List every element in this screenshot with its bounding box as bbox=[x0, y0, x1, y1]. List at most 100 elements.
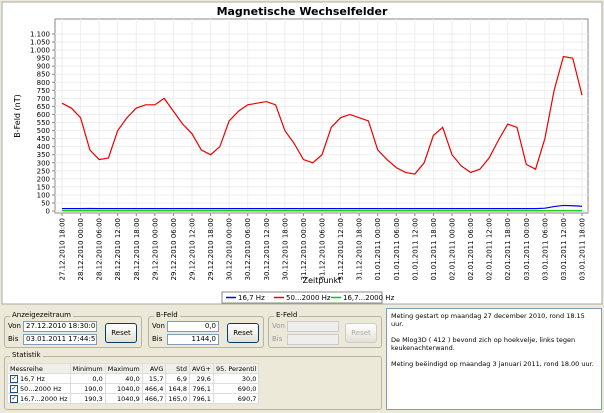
label: Von bbox=[152, 322, 165, 330]
reset-button[interactable]: Reset bbox=[227, 323, 259, 343]
x-tick-label: 28.12.2010 18:00 bbox=[133, 218, 141, 280]
x-tick-label: 30.12.2010 12:00 bbox=[263, 218, 271, 280]
cell-text: 0,0 bbox=[92, 374, 103, 383]
x-tick-label: 02.01.2011 18:00 bbox=[504, 218, 512, 280]
group-title: B-Feld bbox=[154, 311, 180, 319]
bis-input[interactable]: 1144,0 bbox=[167, 334, 219, 345]
zeitraum-group: Anzeigezeitraum Von 27.12.2010 18:30:01 … bbox=[4, 311, 142, 348]
y-tick-label: 50 bbox=[41, 200, 50, 208]
x-tick-label: 30.12.2010 00:00 bbox=[226, 218, 234, 280]
x-tick-label: 03.01.2011 06:00 bbox=[541, 218, 549, 280]
label: Bis bbox=[8, 335, 19, 343]
checkbox[interactable]: ✓ bbox=[10, 384, 18, 393]
table-cell: 30,0 bbox=[212, 373, 260, 384]
x-tick-label: 29.12.2010 12:00 bbox=[189, 218, 197, 280]
x-tick-label: 31.12.2010 00:00 bbox=[300, 218, 308, 280]
y-tick-label: 1.100 bbox=[30, 30, 50, 38]
notes-box[interactable]: Meting gestart op maandag 27 december 20… bbox=[386, 308, 602, 410]
table-cell: 796,1 bbox=[188, 383, 214, 394]
table-row: ✓ 16,7...2000 Hz 190,3 1040,9 466,7 165,0 796,… bbox=[7, 393, 260, 404]
bis-input[interactable]: 03.01.2011 17:44:57 bbox=[23, 334, 97, 345]
y-tick-label: 900 bbox=[37, 63, 50, 71]
x-tick-label: 03.01.2011 18:00 bbox=[579, 218, 587, 280]
group-title: Statistik bbox=[10, 351, 43, 359]
label: Bis bbox=[272, 335, 283, 343]
cell-text: 466,7 bbox=[144, 394, 164, 403]
cell-text: 1040,0 bbox=[117, 384, 140, 393]
table-cell: 190,3 bbox=[69, 393, 106, 404]
column-header: 95. Perzentil bbox=[212, 363, 260, 374]
table-cell: 466,4 bbox=[141, 383, 167, 394]
y-tick-label: 800 bbox=[37, 79, 50, 87]
legend-label: 16,7 Hz bbox=[238, 294, 265, 302]
cell-text: 796,1 bbox=[192, 384, 211, 393]
x-tick-label: 30.12.2010 06:00 bbox=[244, 218, 252, 280]
legend: 16,7 Hz 50...2000 Hz 16,7...2000 Hz bbox=[221, 291, 395, 304]
column-header: Messreihe bbox=[7, 363, 71, 374]
von-input bbox=[287, 321, 339, 332]
table-cell: 1040,9 bbox=[104, 393, 143, 404]
checkbox[interactable]: ✓ bbox=[10, 374, 18, 383]
x-tick-label: 03.01.2011 00:00 bbox=[523, 218, 531, 280]
y-tick-label: 200 bbox=[37, 175, 50, 183]
cell-text: 15,7 bbox=[148, 374, 164, 383]
checkbox[interactable]: ✓ bbox=[10, 394, 18, 403]
cell-text: 16,7...2000 Hz bbox=[20, 394, 68, 403]
reset-button[interactable]: Reset bbox=[105, 323, 137, 343]
y-tick-label: 0 bbox=[46, 208, 50, 216]
x-tick-label: 01.01.2011 18:00 bbox=[430, 218, 438, 280]
x-tick-label: 03.01.2011 12:00 bbox=[560, 218, 568, 280]
note-text: De Mlog3D ( 412 ) bevond zich op hoekvel… bbox=[391, 336, 576, 352]
legend-box bbox=[221, 291, 383, 304]
cell-text: 466,4 bbox=[144, 384, 164, 393]
y-tick-label: 450 bbox=[37, 135, 50, 143]
table-cell: 690,7 bbox=[212, 393, 260, 404]
x-axis-label: Zeitpunkt bbox=[303, 276, 342, 285]
y-tick-label: 950 bbox=[37, 55, 50, 63]
table-row: ✓ 50...2000 Hz 190,0 1040,0 466,4 164,8 796,1 6… bbox=[7, 383, 260, 394]
cell-text: 40,0 bbox=[125, 374, 140, 383]
cell-text: 30,0 bbox=[241, 374, 257, 383]
table-cell: 690,0 bbox=[212, 383, 260, 394]
statistik-group: Statistik Messreihe Minimum Maximum AVG Std A… bbox=[4, 351, 382, 410]
cell-text: 190,0 bbox=[84, 384, 103, 393]
von-input[interactable]: 0,0 bbox=[167, 321, 219, 332]
header-row: Messreihe Minimum Maximum AVG Std AVG+ 95. Per… bbox=[7, 363, 260, 374]
column-header: Maximum bbox=[104, 363, 143, 374]
y-tick-label: 650 bbox=[37, 103, 50, 111]
x-tick-label: 28.12.2010 06:00 bbox=[96, 218, 104, 280]
table-cell: 6,9 bbox=[165, 373, 190, 384]
table-cell: 190,0 bbox=[69, 383, 106, 394]
label: Bis bbox=[152, 335, 163, 343]
y-tick-label: 1.000 bbox=[30, 47, 50, 55]
cell-text: 29,6 bbox=[196, 374, 211, 383]
von-input[interactable]: 27.12.2010 18:30:01 bbox=[23, 321, 97, 332]
note-text: Meting gestart op maandag 27 december 20… bbox=[391, 312, 585, 328]
chart-title: Magnetische Wechselfelder bbox=[217, 5, 388, 18]
y-tick-label: 500 bbox=[37, 127, 50, 135]
cell-text: 1040,9 bbox=[117, 394, 140, 403]
cell-text: 164,8 bbox=[168, 384, 187, 393]
y-tick-label: 350 bbox=[37, 151, 50, 159]
y-tick-label: 750 bbox=[37, 87, 50, 95]
table-cell: 466,7 bbox=[141, 393, 167, 404]
x-tick-label: 31.12.2010 12:00 bbox=[337, 218, 345, 280]
x-tick-label: 01.01.2011 12:00 bbox=[411, 218, 419, 280]
y-tick-label: 100 bbox=[37, 191, 50, 199]
chart: Magnetische Wechselfelder B-Feld (nT) Ze… bbox=[1, 1, 603, 305]
table-row: ✓ 16,7 Hz 0,0 40,0 15,7 6,9 29,6 30,0 bbox=[7, 373, 260, 384]
y-tick-label: 850 bbox=[37, 71, 50, 79]
cell-text: 6,9 bbox=[176, 374, 187, 383]
column-header: AVG bbox=[141, 363, 167, 374]
x-tick-label: 28.12.2010 12:00 bbox=[114, 218, 122, 280]
x-tick-label: 29.12.2010 18:00 bbox=[207, 218, 215, 280]
column-header: Std bbox=[165, 363, 190, 374]
x-tick-label: 28.12.2010 00:00 bbox=[77, 218, 85, 280]
table-cell: ✓ 16,7 Hz bbox=[7, 373, 71, 384]
table-cell: 15,7 bbox=[141, 373, 167, 384]
table-cell: 165,0 bbox=[165, 393, 190, 404]
y-tick-label: 700 bbox=[37, 95, 50, 103]
cell-text: 50...2000 Hz bbox=[20, 384, 62, 393]
x-tick-label: 02.01.2011 00:00 bbox=[449, 218, 457, 280]
